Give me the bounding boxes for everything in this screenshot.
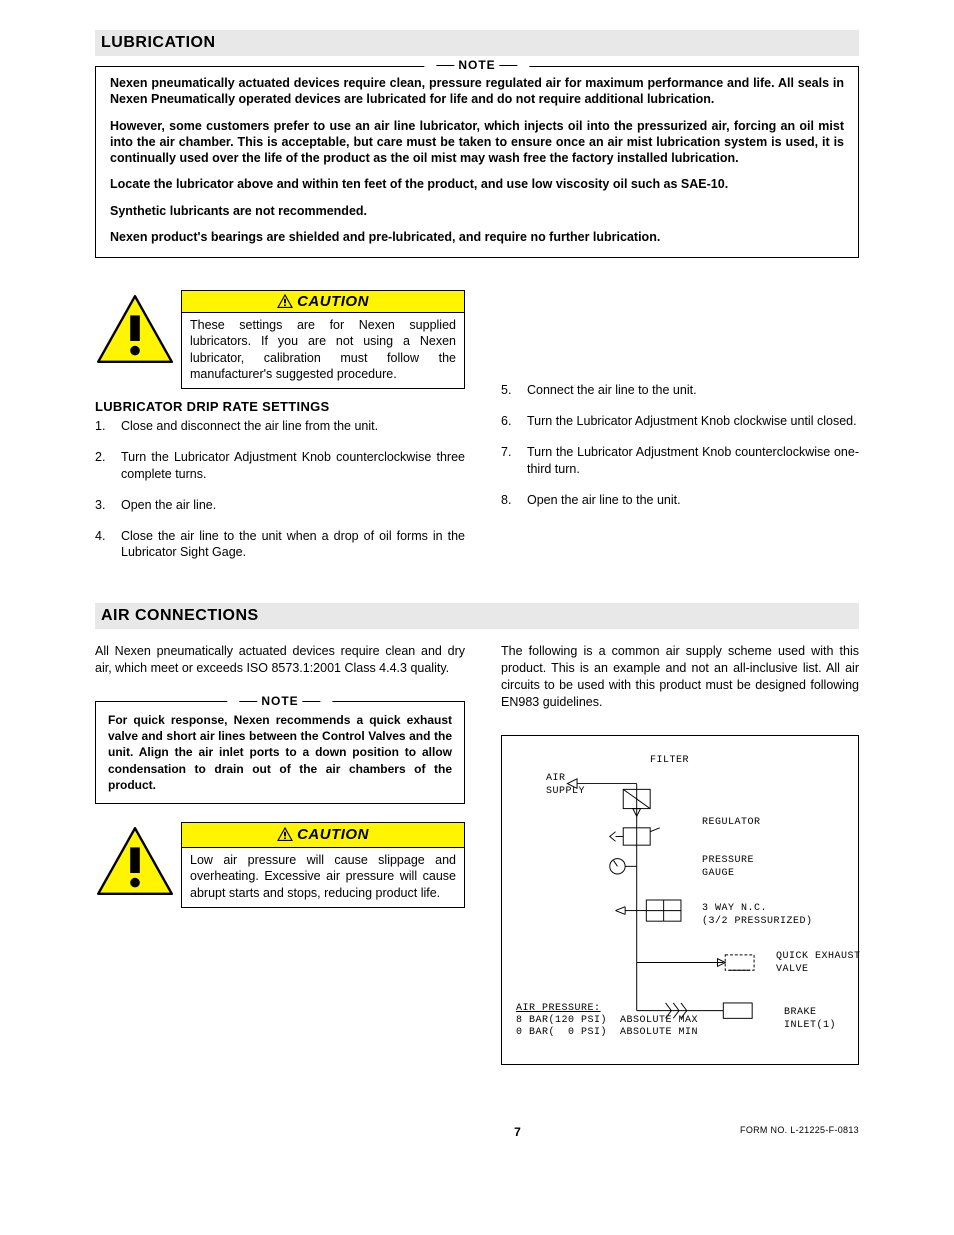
- note-para: Nexen product's bearings are shielded an…: [110, 229, 844, 245]
- form-number: FORM NO. L-21225-F-0813: [740, 1125, 859, 1139]
- caution-label: CAUTION: [297, 826, 369, 843]
- caution-block: CAUTION These settings are for Nexen sup…: [95, 290, 465, 389]
- step-text: Close and disconnect the air line from t…: [121, 418, 465, 435]
- diagram-pressure-min: 0 BAR( 0 PSI) ABSOLUTE MIN: [516, 1026, 698, 1040]
- step-text: Turn the Lubricator Adjustment Knob cloc…: [527, 413, 859, 430]
- warning-icon: [95, 290, 175, 368]
- note-para: However, some customers prefer to use an…: [110, 118, 844, 167]
- caution-block: CAUTION Low air pressure will cause slip…: [95, 822, 465, 908]
- step-num: 4.: [95, 528, 121, 562]
- air-supply-diagram: FILTER AIR SUPPLY REGULATOR PRESSURE GAU…: [501, 735, 859, 1065]
- step-num: 2.: [95, 449, 121, 483]
- step-num: 7.: [501, 444, 527, 478]
- note-label: NOTE: [424, 58, 529, 74]
- step-text: Open the air line.: [121, 497, 465, 514]
- caution-label: CAUTION: [297, 293, 369, 310]
- note-para: Nexen pneumatically actuated devices req…: [110, 75, 844, 108]
- step-text: Open the air line to the unit.: [527, 492, 859, 509]
- warning-small-icon: [277, 294, 293, 308]
- lubrication-note-box: NOTE Nexen pneumatically actuated device…: [95, 66, 859, 258]
- air-note-body: For quick response, Nexen recommends a q…: [108, 713, 452, 792]
- warning-icon: [95, 822, 175, 900]
- page-number: 7: [514, 1125, 521, 1139]
- caution-body: These settings are for Nexen supplied lu…: [182, 313, 464, 388]
- step-num: 5.: [501, 382, 527, 399]
- diagram-air-supply-label: AIR SUPPLY: [546, 772, 585, 799]
- diagram-brake-label: BRAKE INLET(1): [784, 1006, 836, 1033]
- step-text: Turn the Lubricator Adjustment Knob coun…: [121, 449, 465, 483]
- diagram-valve-label: 3 WAY N.C. (3/2 PRESSURIZED): [702, 902, 813, 929]
- step-num: 3.: [95, 497, 121, 514]
- diagram-gauge-label: PRESSURE GAUGE: [702, 854, 754, 881]
- step-text: Turn the Lubricator Adjustment Knob coun…: [527, 444, 859, 478]
- steps-left: 1.Close and disconnect the air line from…: [95, 418, 465, 561]
- air-right-para: The following is a common air supply sch…: [501, 643, 859, 711]
- step-num: 1.: [95, 418, 121, 435]
- note-label: NOTE: [227, 693, 332, 709]
- section-heading-air: AIR CONNECTIONS: [95, 603, 859, 629]
- diagram-filter-label: FILTER: [650, 754, 689, 768]
- diagram-qe-label: QUICK EXHAUST VALVE: [776, 950, 861, 977]
- step-num: 8.: [501, 492, 527, 509]
- step-num: 6.: [501, 413, 527, 430]
- warning-small-icon: [277, 827, 293, 841]
- steps-right: 5.Connect the air line to the unit. 6.Tu…: [501, 382, 859, 508]
- air-note-box: NOTE For quick response, Nexen recommend…: [95, 701, 465, 804]
- note-para: Synthetic lubricants are not recommended…: [110, 203, 844, 219]
- caution-header: CAUTION: [182, 291, 464, 313]
- section-heading-lubrication: LUBRICATION: [95, 30, 859, 56]
- note-para: Locate the lubricator above and within t…: [110, 176, 844, 192]
- drip-rate-heading: LUBRICATOR DRIP RATE SETTINGS: [95, 399, 465, 414]
- diagram-regulator-label: REGULATOR: [702, 816, 761, 830]
- air-left-para: All Nexen pneumatically actuated devices…: [95, 643, 465, 677]
- caution-header: CAUTION: [182, 823, 464, 848]
- caution-body: Low air pressure will cause slippage and…: [182, 848, 464, 907]
- step-text: Connect the air line to the unit.: [527, 382, 859, 399]
- step-text: Close the air line to the unit when a dr…: [121, 528, 465, 562]
